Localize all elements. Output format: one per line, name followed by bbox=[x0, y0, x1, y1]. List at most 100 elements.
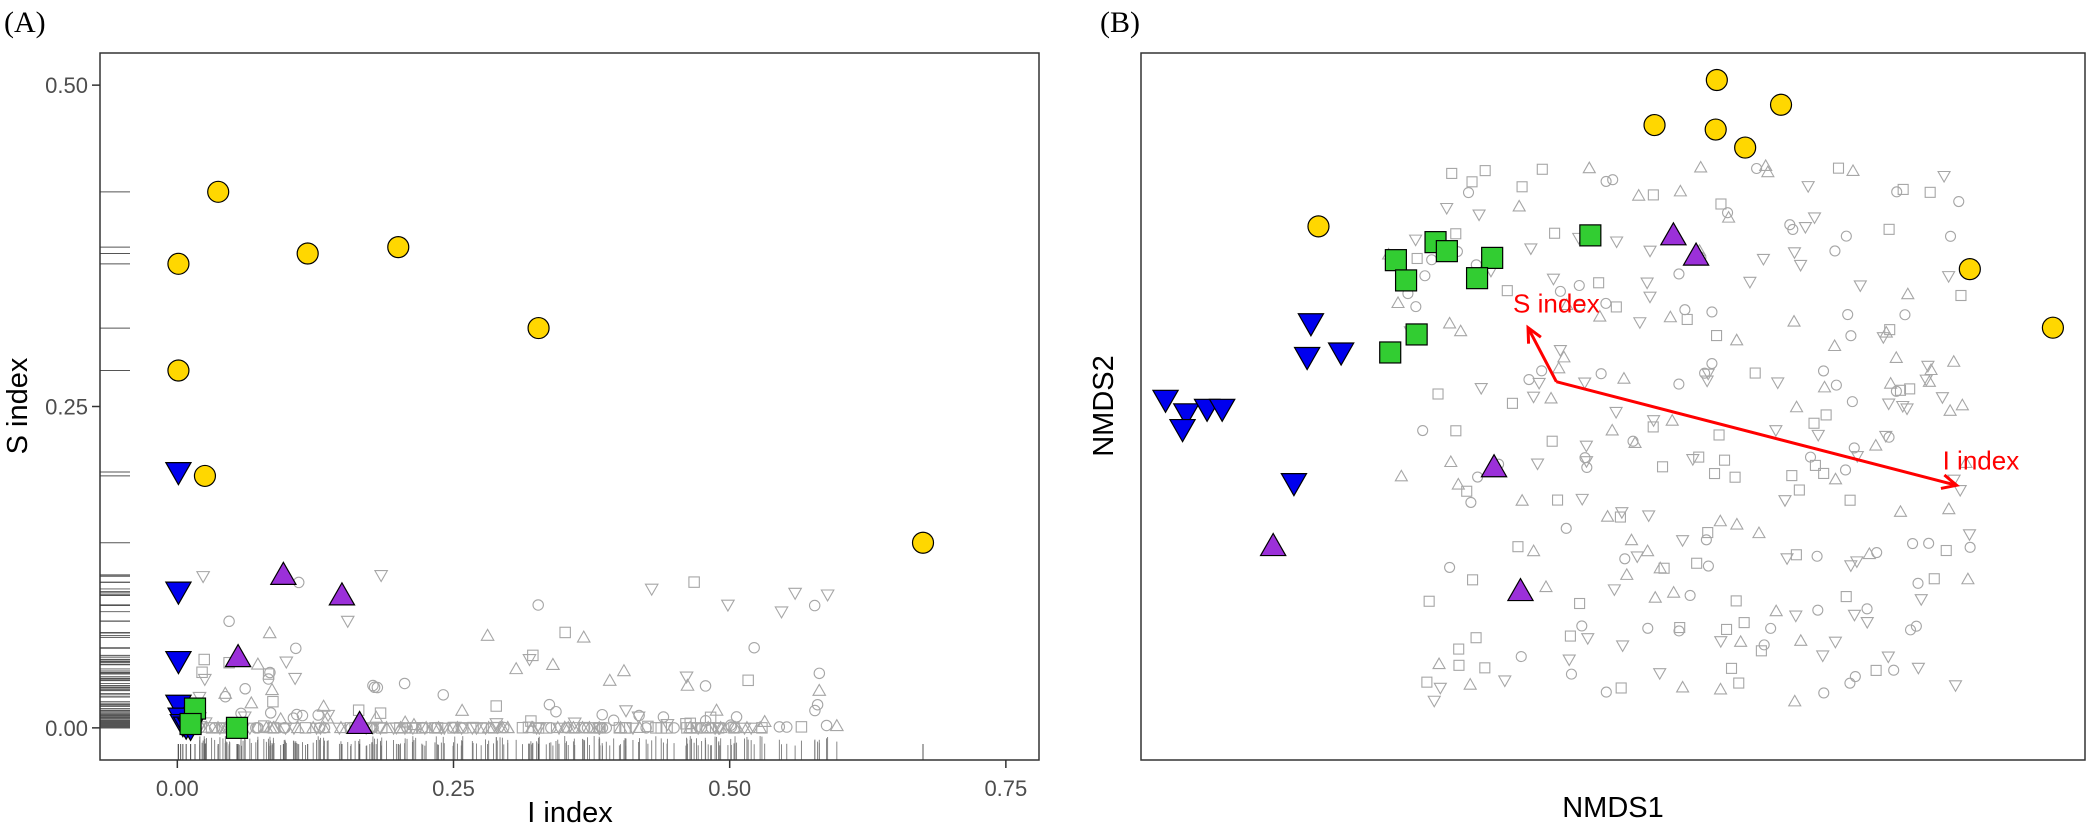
background-point bbox=[1679, 304, 1691, 316]
background-point bbox=[1461, 485, 1473, 497]
background-point bbox=[713, 720, 728, 734]
background-point bbox=[447, 722, 459, 734]
background-point bbox=[1812, 604, 1824, 616]
background-point bbox=[1616, 371, 1631, 384]
background-point bbox=[1593, 277, 1605, 289]
panel-b-y-axis-title: NMDS2 bbox=[1088, 355, 1120, 457]
background-point bbox=[681, 722, 693, 734]
background-point bbox=[368, 681, 381, 694]
background-point bbox=[1920, 360, 1935, 373]
x-tick-label: 0.00 bbox=[156, 776, 199, 801]
background-point bbox=[1666, 585, 1681, 598]
background-point bbox=[1652, 668, 1667, 681]
highlighted-point-circle bbox=[1769, 93, 1793, 116]
background-point bbox=[1421, 676, 1433, 688]
background-point bbox=[1861, 603, 1873, 615]
background-point bbox=[1515, 651, 1527, 663]
background-point bbox=[1935, 392, 1950, 405]
background-point bbox=[1811, 550, 1823, 562]
background-point bbox=[1729, 517, 1744, 530]
background-point bbox=[481, 720, 496, 734]
background-point bbox=[1756, 253, 1771, 267]
background-point bbox=[1817, 365, 1830, 377]
background-point bbox=[1818, 467, 1830, 480]
background-point bbox=[1891, 186, 1903, 198]
background-point bbox=[1472, 209, 1487, 222]
background-point bbox=[543, 698, 556, 711]
background-point bbox=[320, 709, 336, 723]
background-point bbox=[454, 703, 470, 716]
background-point bbox=[1817, 380, 1832, 393]
highlighted-point-circle bbox=[167, 359, 190, 382]
background-point bbox=[1760, 165, 1775, 178]
background-point bbox=[1811, 429, 1826, 442]
background-point bbox=[1600, 686, 1612, 698]
background-point bbox=[1607, 174, 1619, 186]
background-point bbox=[379, 720, 394, 734]
background-point bbox=[1408, 234, 1423, 247]
background-point bbox=[820, 589, 835, 603]
background-point bbox=[829, 718, 845, 732]
background-point bbox=[593, 722, 605, 734]
background-point bbox=[757, 714, 772, 728]
background-point bbox=[1628, 435, 1643, 448]
background-point bbox=[1394, 469, 1409, 482]
background-point bbox=[1673, 184, 1688, 197]
background-point bbox=[795, 721, 808, 733]
highlighted-point-circle bbox=[1734, 136, 1757, 159]
background-point bbox=[1646, 415, 1661, 428]
background-point bbox=[1539, 579, 1553, 593]
background-point bbox=[709, 703, 724, 716]
background-point bbox=[316, 699, 331, 712]
background-point bbox=[299, 722, 312, 734]
background-point bbox=[1462, 187, 1475, 199]
background-point bbox=[1832, 162, 1845, 174]
background-point bbox=[1577, 377, 1592, 390]
highlighted-point-triangle-down bbox=[1151, 389, 1180, 414]
background-point bbox=[820, 719, 833, 732]
background-point bbox=[1453, 659, 1465, 671]
background-point bbox=[737, 722, 752, 736]
background-point bbox=[1730, 595, 1742, 607]
background-point bbox=[1442, 316, 1457, 329]
background-point bbox=[1830, 379, 1842, 391]
highlighted-point-triangle-down bbox=[1168, 418, 1197, 443]
background-point bbox=[406, 717, 422, 731]
background-point bbox=[787, 587, 803, 601]
background-point bbox=[1808, 417, 1820, 429]
background-point bbox=[437, 689, 449, 701]
background-point bbox=[1663, 310, 1678, 323]
background-point bbox=[367, 679, 379, 692]
panel-a-x-axis-title: I index bbox=[527, 797, 613, 825]
background-point bbox=[312, 709, 324, 721]
background-point bbox=[1844, 494, 1856, 506]
background-point bbox=[1432, 656, 1447, 670]
background-point bbox=[1729, 333, 1744, 346]
background-point bbox=[1828, 636, 1843, 649]
background-point bbox=[1516, 181, 1528, 193]
highlighted-point-circle bbox=[1704, 118, 1727, 141]
background-point bbox=[1693, 451, 1705, 463]
background-point bbox=[223, 615, 235, 628]
background-point bbox=[618, 705, 634, 718]
background-point bbox=[1536, 365, 1548, 377]
background-point bbox=[264, 707, 277, 719]
y-tick-label: 0.25 bbox=[45, 395, 88, 420]
background-point bbox=[1673, 378, 1685, 390]
background-point bbox=[1640, 544, 1655, 557]
background-point bbox=[1907, 537, 1919, 550]
background-point bbox=[1722, 207, 1734, 219]
background-point bbox=[1530, 458, 1545, 471]
background-point bbox=[406, 722, 419, 734]
background-point bbox=[1790, 549, 1802, 561]
background-point bbox=[264, 666, 276, 679]
highlighted-point-triangle-down bbox=[1327, 342, 1355, 367]
background-point bbox=[1718, 454, 1731, 466]
background-point bbox=[1889, 350, 1904, 363]
background-point bbox=[1769, 604, 1784, 617]
background-point bbox=[1943, 403, 1958, 416]
background-point bbox=[1673, 625, 1685, 637]
background-point bbox=[1904, 383, 1916, 395]
y-tick-label: 0.50 bbox=[45, 73, 88, 98]
background-point bbox=[1849, 556, 1864, 569]
